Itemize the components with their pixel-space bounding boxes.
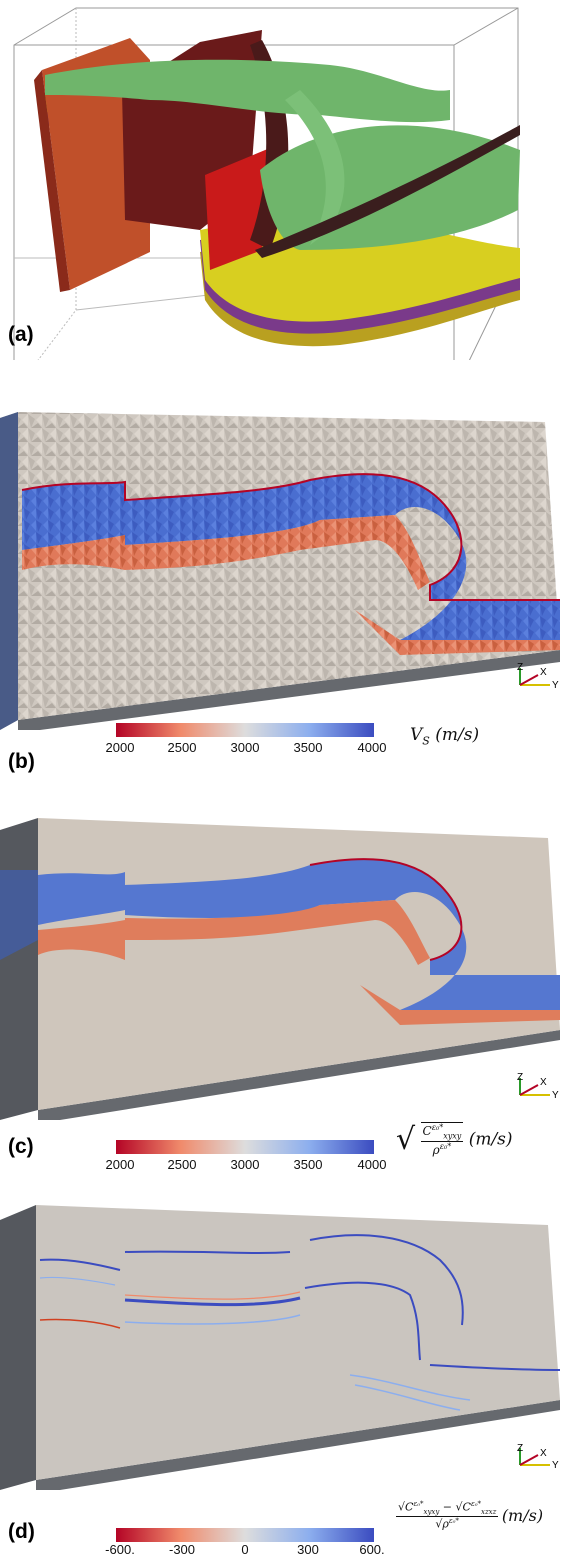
axis-z-label: Z (517, 662, 524, 673)
panel-d: Z X Y (d) -600. -300 0 300 600. √Cε₀*xyx… (0, 1200, 579, 1557)
tick-c-0: 2000 (105, 1157, 135, 1172)
axis-x-label-d: X (540, 1448, 547, 1459)
num-sub-c: xyxy (443, 1131, 462, 1141)
panel-a-label: (a) (8, 323, 34, 346)
orientation-axes-c (519, 1078, 550, 1096)
panel-b: Z X Y (b) 2000 2500 3000 3500 4000 VS (m… (0, 400, 579, 780)
tick-c-4: 4000 (357, 1157, 387, 1172)
quantity-symbol: V (410, 725, 423, 745)
fault-surfaces-figure (13, 7, 520, 393)
den-sup-c: ε₀* (439, 1141, 452, 1151)
tick-d-0: -600. (105, 1542, 135, 1557)
tick-c-2: 3000 (230, 1157, 260, 1172)
effective-velocity-c (0, 818, 560, 1120)
panel-c-label: (c) (8, 1135, 34, 1158)
panel-b-label: (b) (8, 750, 35, 773)
axis-y-label-c: Y (552, 1090, 559, 1101)
term2-sub-d: xzxz (481, 1507, 497, 1516)
units-b: (m/s) (435, 725, 480, 745)
tick-b-2: 3000 (230, 740, 260, 755)
term1-sup-d: ε₀* (413, 1500, 424, 1508)
den-c: ρ (432, 1142, 440, 1157)
quantity-subscript: S (422, 734, 430, 748)
units-d: (m/s) (501, 1505, 544, 1525)
colorbar-d (116, 1528, 374, 1542)
colorbar-b (116, 723, 374, 737)
quantity-label-b: VS (m/s) (410, 725, 479, 747)
quantity-label-d: √Cε₀*xyxy − √Cε₀*xzxz √ρε₀* (m/s) (396, 1500, 544, 1531)
tick-b-1: 2500 (167, 740, 197, 755)
colorbar-c (116, 1140, 374, 1154)
tick-b-0: 2000 (105, 740, 135, 755)
axis-z-label-c: Z (517, 1072, 524, 1083)
units-c: (m/s) (468, 1129, 513, 1150)
tick-b-4: 4000 (357, 740, 387, 755)
term1-sub-d: xyxy (423, 1507, 440, 1516)
panel-c: Z X Y (c) 2000 2500 3000 3500 4000 √ Cε₀… (0, 810, 579, 1172)
term2-d: C (462, 1500, 471, 1514)
orientation-axes (519, 668, 550, 686)
axis-z-label-d: Z (517, 1443, 524, 1454)
velocity-difference-d (0, 1205, 561, 1490)
velocity-model-vs (0, 412, 560, 730)
panel-a: (a) (0, 0, 579, 393)
tick-c-3: 3500 (293, 1157, 323, 1172)
term1-d: C (405, 1500, 414, 1514)
den-d: ρ (442, 1517, 449, 1531)
axis-x-label: X (540, 667, 547, 678)
orientation-axes-d (519, 1448, 550, 1466)
axis-y-label: Y (552, 680, 559, 691)
tick-d-3: 300 (297, 1542, 319, 1557)
term2-sup-d: ε₀* (470, 1500, 482, 1508)
tick-d-4: 600. (359, 1542, 385, 1557)
tick-c-1: 2500 (167, 1157, 197, 1172)
axis-y-label-d: Y (552, 1460, 559, 1471)
tick-d-1: -300 (168, 1542, 196, 1557)
tick-b-3: 3500 (293, 740, 323, 755)
num-c: C (422, 1124, 432, 1139)
num-sup-c: ε₀* (431, 1123, 444, 1133)
axis-x-label-c: X (540, 1077, 547, 1088)
quantity-label-c: √ Cε₀*xyxy ρε₀* (m/s) (396, 1122, 513, 1157)
den-sup-d: ε₀* (448, 1516, 459, 1525)
tick-d-2: 0 (241, 1542, 249, 1557)
panel-d-label: (d) (8, 1520, 35, 1543)
